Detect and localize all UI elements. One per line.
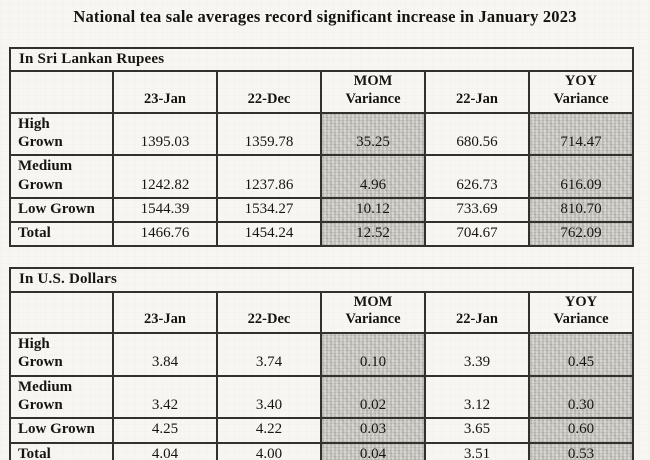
cell-value: 680.56 bbox=[424, 111, 530, 157]
column-header-mom-variance: MOM Variance bbox=[320, 70, 426, 114]
cell-value: 3.65 bbox=[424, 417, 530, 444]
cell-value: 704.67 bbox=[424, 221, 530, 248]
table-row: Total 4.04 4.00 0.04 3.51 0.53 bbox=[9, 441, 635, 460]
table-row: High Grown 3.84 3.74 0.10 3.39 0.45 bbox=[9, 332, 635, 377]
row-label: Total bbox=[9, 221, 114, 248]
cell-value: 3.40 bbox=[216, 374, 322, 420]
rupees-table-caption: In Sri Lankan Rupees bbox=[9, 46, 634, 73]
table-row: In Sri Lankan Rupees bbox=[9, 46, 634, 73]
row-label: Total bbox=[9, 441, 114, 460]
cell-value: 1454.24 bbox=[216, 221, 322, 248]
table-row: High Grown 1395.03 1359.78 35.25 680.56 … bbox=[9, 111, 634, 157]
cell-value: 1395.03 bbox=[112, 111, 218, 157]
cell-value: 3.42 bbox=[112, 374, 218, 420]
cell-value: 3.12 bbox=[424, 374, 530, 420]
cell-value: 762.09 bbox=[528, 221, 634, 248]
column-header-23-jan: 23-Jan bbox=[112, 290, 218, 335]
cell-value: 0.04 bbox=[320, 441, 426, 460]
cell-value: 810.70 bbox=[528, 196, 634, 224]
table-row: Total 1466.76 1454.24 12.52 704.67 762.0… bbox=[9, 221, 634, 248]
column-header-yoy-variance: YOY Variance bbox=[527, 290, 635, 335]
cell-value: 3.51 bbox=[424, 441, 530, 460]
cell-value: 4.00 bbox=[216, 441, 322, 460]
cell-value: 733.69 bbox=[424, 196, 530, 224]
cell-value: 3.39 bbox=[424, 332, 530, 377]
cell-value: 0.10 bbox=[320, 332, 426, 377]
rupees-table: In Sri Lankan Rupees 23-Jan 22-Dec MOM V… bbox=[9, 46, 634, 248]
cell-value: 714.47 bbox=[528, 111, 634, 157]
cell-value: 0.45 bbox=[527, 332, 635, 377]
cell-value: 0.02 bbox=[320, 374, 426, 420]
table-row: 23-Jan 22-Dec MOM Variance 22-Jan YOY Va… bbox=[9, 290, 635, 335]
row-label: Medium Grown bbox=[9, 154, 114, 199]
dollars-table: In U.S. Dollars 23-Jan 22-Dec MOM Varian… bbox=[8, 267, 635, 460]
cell-value: 3.74 bbox=[216, 332, 322, 377]
column-header-22-jan: 22-Jan bbox=[424, 290, 530, 335]
table-row: Medium Grown 3.42 3.40 0.02 3.12 0.30 bbox=[9, 374, 635, 420]
column-header-22-dec: 22-Dec bbox=[216, 290, 322, 335]
row-label: Low Grown bbox=[9, 196, 114, 224]
row-label: Low Grown bbox=[9, 417, 114, 444]
column-header-22-jan: 22-Jan bbox=[424, 70, 530, 114]
table-row: Low Grown 1544.39 1534.27 10.12 733.69 8… bbox=[9, 196, 634, 224]
cell-value: 1237.86 bbox=[216, 154, 322, 199]
cell-value: 1242.82 bbox=[112, 154, 218, 199]
cell-value: 0.53 bbox=[527, 441, 635, 460]
column-header-22-dec: 22-Dec bbox=[216, 70, 322, 114]
dollars-table-caption: In U.S. Dollars bbox=[8, 267, 635, 293]
column-header-blank bbox=[9, 70, 114, 114]
cell-value: 35.25 bbox=[320, 111, 426, 157]
row-label: High Grown bbox=[9, 332, 114, 377]
cell-value: 10.12 bbox=[320, 196, 426, 224]
cell-value: 0.30 bbox=[527, 374, 635, 420]
table-row: Low Grown 4.25 4.22 0.03 3.65 0.60 bbox=[9, 417, 635, 444]
cell-value: 3.84 bbox=[112, 332, 218, 377]
page-title: National tea sale averages record signif… bbox=[73, 7, 577, 26]
column-header-blank bbox=[9, 290, 114, 335]
table-row: In U.S. Dollars bbox=[8, 267, 635, 293]
cell-value: 626.73 bbox=[424, 154, 530, 199]
cell-value: 0.60 bbox=[527, 417, 635, 444]
cell-value: 4.04 bbox=[112, 441, 218, 460]
cell-value: 4.22 bbox=[216, 417, 322, 444]
column-header-yoy-variance: YOY Variance bbox=[528, 70, 634, 114]
cell-value: 616.09 bbox=[528, 154, 634, 199]
column-header-mom-variance: MOM Variance bbox=[320, 290, 426, 335]
cell-value: 0.03 bbox=[320, 417, 426, 444]
cell-value: 4.25 bbox=[112, 417, 218, 444]
cell-value: 4.96 bbox=[320, 154, 426, 199]
table-row: Medium Grown 1242.82 1237.86 4.96 626.73… bbox=[9, 154, 634, 199]
column-header-23-jan: 23-Jan bbox=[112, 70, 218, 114]
row-label: Medium Grown bbox=[9, 374, 114, 420]
table-row: 23-Jan 22-Dec MOM Variance 22-Jan YOY Va… bbox=[9, 70, 634, 114]
row-label: High Grown bbox=[9, 111, 114, 157]
cell-value: 12.52 bbox=[320, 221, 426, 248]
cell-value: 1544.39 bbox=[112, 196, 218, 224]
cell-value: 1466.76 bbox=[112, 221, 218, 248]
cell-value: 1534.27 bbox=[216, 196, 322, 224]
cell-value: 1359.78 bbox=[216, 111, 322, 157]
